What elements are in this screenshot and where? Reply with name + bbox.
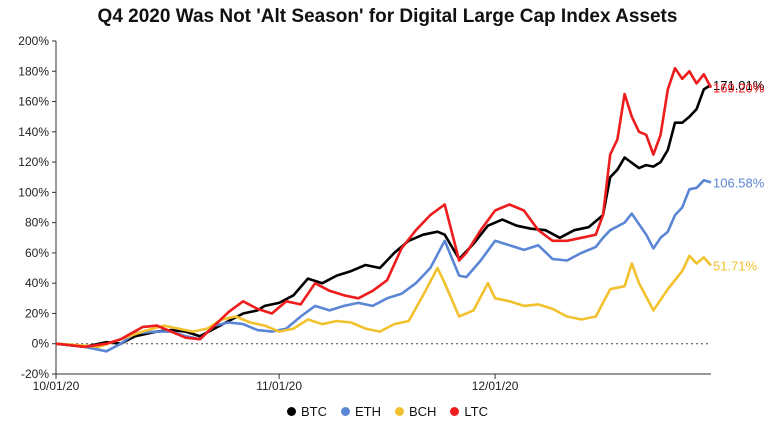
legend-marker-ltc xyxy=(450,407,460,416)
legend-marker-eth xyxy=(340,407,350,416)
series-line-ltc xyxy=(55,66,713,349)
y-tick-label: 160% xyxy=(18,95,49,109)
line-chart: -20% 0% 20% 40% 60% 80% 100% 120% 140% 160% 180% 20… xyxy=(18,34,765,393)
legend-marker-bch xyxy=(394,407,404,416)
y-tick-label: 140% xyxy=(18,125,49,139)
legend-label-btc: BTC xyxy=(300,404,327,419)
y-tick-label: 20% xyxy=(25,306,49,320)
legend-item-ltc[interactable]: LTC xyxy=(450,404,488,419)
end-label-bch: 51.71% xyxy=(713,258,758,273)
end-label-btc: 171.01% xyxy=(713,78,765,93)
end-label-ltc: 169.20% xyxy=(713,81,765,96)
y-tick-label: 120% xyxy=(18,155,49,169)
legend-item-bch[interactable]: BCH xyxy=(394,404,437,419)
y-tick-label: -20% xyxy=(21,367,49,381)
end-label-eth: 106.58% xyxy=(713,175,765,190)
x-tick-label: 10/01/20 xyxy=(33,379,80,393)
series-line-btc xyxy=(55,83,712,349)
y-tick-label: 60% xyxy=(25,246,49,260)
legend-label-eth: ETH xyxy=(354,404,381,419)
y-tick-label: 100% xyxy=(18,185,49,199)
legend-item-btc[interactable]: BTC xyxy=(286,404,327,419)
y-tick-label: 80% xyxy=(25,216,49,230)
y-tick-label: 180% xyxy=(18,64,49,78)
legend-label-ltc: LTC xyxy=(464,404,489,419)
x-tick-label: 12/01/20 xyxy=(472,379,519,393)
y-tick-label: 200% xyxy=(18,34,49,48)
x-tick-label: 11/01/20 xyxy=(256,379,302,393)
y-tick-label: 0% xyxy=(32,337,50,351)
legend-label-bch: BCH xyxy=(408,404,437,419)
legend-item-eth[interactable]: ETH xyxy=(340,404,381,419)
legend-marker-btc xyxy=(286,407,296,416)
y-tick-label: 40% xyxy=(25,276,49,290)
chart-title: Q4 2020 Was Not 'Alt Season' for Digital… xyxy=(97,6,678,27)
legend: BTC ETH BCH LTC xyxy=(0,404,775,419)
series-line-bch xyxy=(55,254,712,349)
